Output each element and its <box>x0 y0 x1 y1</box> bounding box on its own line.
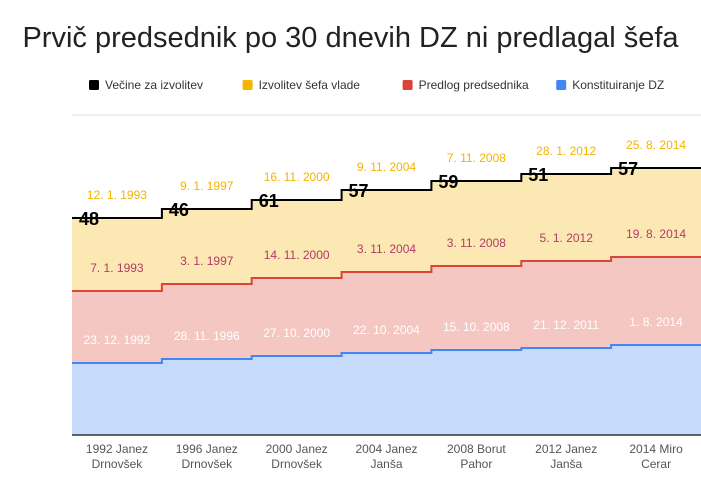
legend-swatch <box>556 80 567 90</box>
data-label-izvolitev: 25. 8. 2014 <box>626 138 686 152</box>
data-label-predlog: 14. 11. 2000 <box>264 248 330 262</box>
x-tick-label-line2: Janša <box>370 457 402 471</box>
legend-swatch <box>242 80 253 90</box>
x-tick-label-line1: 2000 Janez <box>266 442 328 456</box>
legend-label: Izvolitev šefa vlade <box>259 78 361 92</box>
legend-swatch <box>402 80 413 90</box>
x-tick-label-line2: Janša <box>550 457 582 471</box>
data-label-konstituiranje: 28. 11. 1996 <box>174 329 240 343</box>
x-tick-label-line1: 1992 Janez <box>86 442 148 456</box>
data-label-izvolitev: 7. 11. 2008 <box>447 151 506 165</box>
x-tick-label-line1: 1996 Janez <box>176 442 238 456</box>
data-label-konstituiranje: 21. 12. 2011 <box>533 318 599 332</box>
data-label-predlog: 3. 11. 2008 <box>447 236 506 250</box>
data-label-konstituiranje: 22. 10. 2004 <box>353 323 420 337</box>
x-tick-label-line1: 2014 Miro <box>629 442 683 456</box>
data-label-vecine: 61 <box>259 191 279 211</box>
data-label-konstituiranje: 23. 12. 1992 <box>84 333 151 347</box>
x-tick-label-line2: Drnovšek <box>92 457 144 471</box>
data-label-vecine: 57 <box>618 159 638 179</box>
area-predlog <box>72 257 701 363</box>
data-label-vecine: 59 <box>438 172 458 192</box>
x-tick-label-line2: Pahor <box>460 457 492 471</box>
x-tick-label-line1: 2012 Janez <box>535 442 597 456</box>
data-label-predlog: 7. 1. 1993 <box>90 261 144 275</box>
data-label-konstituiranje: 15. 10. 2008 <box>443 320 510 334</box>
line-konstituiranje <box>72 344 701 364</box>
legend-label: Večine za izvolitev <box>105 78 203 92</box>
legend-label: Predlog predsednika <box>419 78 529 92</box>
data-label-izvolitev: 28. 1. 2012 <box>536 144 596 158</box>
line-predlog <box>72 256 701 292</box>
data-label-vecine: 57 <box>349 181 369 201</box>
data-label-izvolitev: 12. 1. 1993 <box>87 188 147 202</box>
x-tick-label-line1: 2008 Borut <box>447 442 506 456</box>
legend-swatch <box>89 80 99 90</box>
data-label-predlog: 19. 8. 2014 <box>626 227 686 241</box>
data-label-predlog: 5. 1. 2012 <box>540 231 594 245</box>
line-vecine <box>72 167 701 219</box>
data-label-izvolitev: 9. 11. 2004 <box>357 160 416 174</box>
data-label-izvolitev: 9. 1. 1997 <box>180 179 234 193</box>
data-label-vecine: 46 <box>169 200 189 220</box>
legend-label: Konstituiranje DZ <box>572 78 664 92</box>
data-label-vecine: 51 <box>528 165 548 185</box>
x-tick-label-line2: Drnovšek <box>181 457 233 471</box>
data-label-vecine: 48 <box>79 209 99 229</box>
x-tick-label-line2: Drnovšek <box>271 457 323 471</box>
x-tick-label-line1: 2004 Janez <box>355 442 417 456</box>
data-label-predlog: 3. 11. 2004 <box>357 242 416 256</box>
data-label-konstituiranje: 27. 10. 2000 <box>263 326 330 340</box>
data-label-predlog: 3. 1. 1997 <box>180 254 234 268</box>
data-label-konstituiranje: 1. 8. 2014 <box>629 315 683 329</box>
area-konstituiranje <box>72 345 701 435</box>
data-label-izvolitev: 16. 11. 2000 <box>264 170 330 184</box>
chart-title: Prvič predsednik po 30 dnevih DZ ni pred… <box>22 22 679 54</box>
x-tick-label-line2: Cerar <box>641 457 671 471</box>
